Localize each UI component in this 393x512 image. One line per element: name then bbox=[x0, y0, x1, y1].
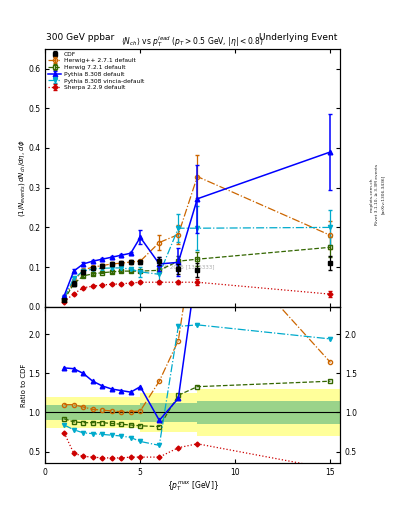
Text: CDF 2015 [1385333]: CDF 2015 [1385333] bbox=[157, 264, 215, 269]
Text: Underlying Event: Underlying Event bbox=[259, 33, 338, 42]
Title: $\langle N_{ch}\rangle$ vs $p_T^{lead}$ ($p_T > 0.5$ GeV, $|\eta| < 0.8$): $\langle N_{ch}\rangle$ vs $p_T^{lead}$ … bbox=[121, 34, 264, 49]
Y-axis label: $(1/N_{events})\, dN_{ch}/d\eta,\, d\phi$: $(1/N_{events})\, dN_{ch}/d\eta,\, d\phi… bbox=[17, 139, 27, 217]
Y-axis label: Ratio to CDF: Ratio to CDF bbox=[21, 364, 27, 407]
Text: Rivet 3.1.10, ≥ 3.3M events: Rivet 3.1.10, ≥ 3.3M events bbox=[375, 164, 379, 225]
X-axis label: $\{p_T^{max}$ [GeV]$\}$: $\{p_T^{max}$ [GeV]$\}$ bbox=[167, 480, 219, 494]
Text: [arXiv:1306.3436]: [arXiv:1306.3436] bbox=[381, 175, 385, 214]
Text: 300 GeV ppbar: 300 GeV ppbar bbox=[46, 33, 115, 42]
Text: mcplots.cern.ch: mcplots.cern.ch bbox=[369, 177, 373, 212]
Legend: CDF, Herwig++ 2.7.1 default, Herwig 7.2.1 default, Pythia 8.308 default, Pythia : CDF, Herwig++ 2.7.1 default, Herwig 7.2.… bbox=[47, 50, 145, 91]
